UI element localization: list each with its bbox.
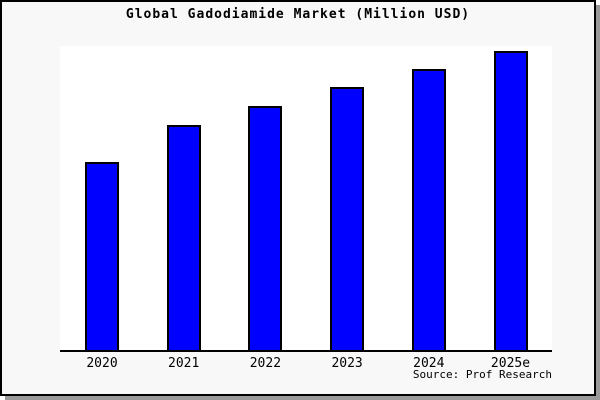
bar-2023 (330, 87, 365, 350)
bar-2021 (166, 125, 201, 350)
x-tick-label-2024: 2024 (413, 356, 445, 371)
bar-2024 (411, 69, 446, 350)
bar-2025e (493, 51, 528, 350)
x-tick-label-2023: 2023 (331, 356, 363, 371)
chart-title: Global Gadodiamide Market (Million USD) (125, 7, 471, 22)
source-caption: Source: Prof Research (412, 368, 552, 381)
x-tick-label-2020: 2020 (86, 356, 118, 371)
x-tick-label-2022: 2022 (249, 356, 282, 371)
x-tick-label-2025e: 2025e (490, 356, 531, 371)
x-tick-label-2021: 2021 (168, 356, 200, 371)
bar-2020 (85, 162, 119, 350)
bar-2022 (248, 106, 283, 350)
plot-area (60, 46, 552, 352)
